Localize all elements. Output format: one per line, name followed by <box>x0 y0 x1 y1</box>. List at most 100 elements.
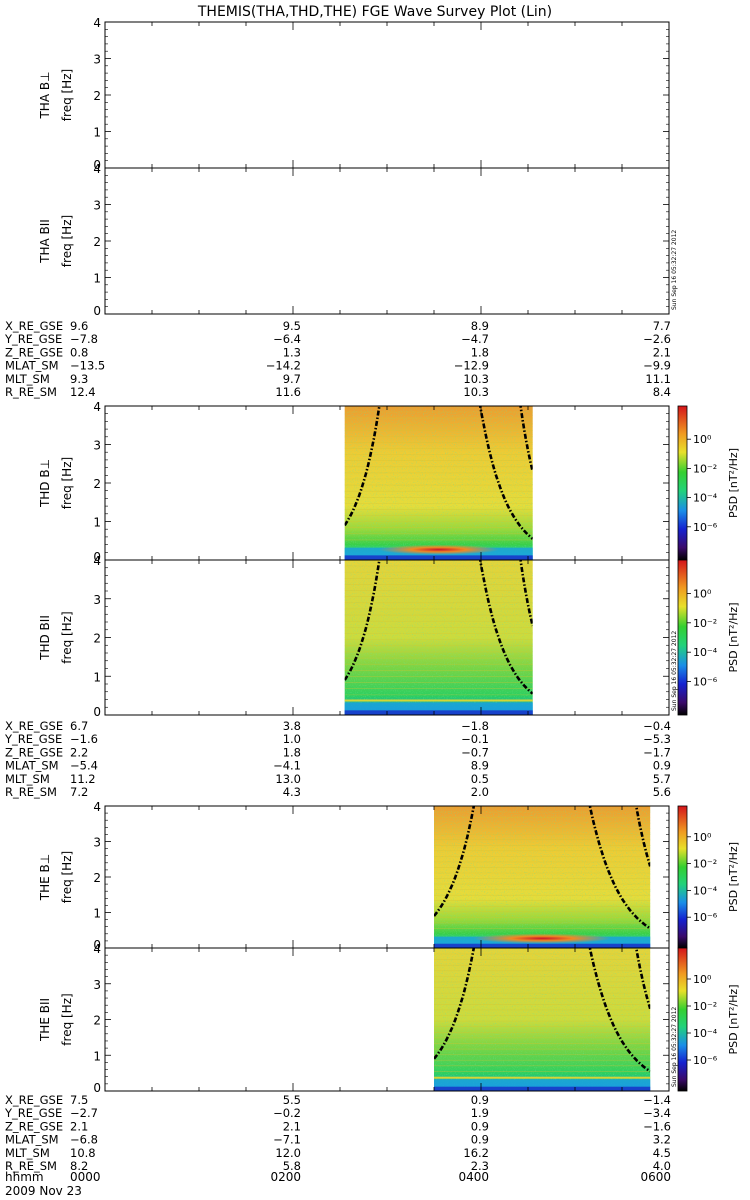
ephemeris-value: 9.7 <box>283 372 301 386</box>
y-tick-label: 1 <box>93 272 101 286</box>
time-tick-label: 0400 <box>458 1170 489 1184</box>
panel-label: THA B⊥ <box>38 71 52 119</box>
colorbar-tick-label: 10⁻² <box>693 462 717 475</box>
ephemeris-value: 7.7 <box>653 319 671 333</box>
ephemeris-value: 6.7 <box>70 719 88 733</box>
ephemeris-value: −1.8 <box>461 719 489 733</box>
ephemeris-value: −12.9 <box>454 359 489 373</box>
spectrogram-noise <box>434 948 651 1091</box>
panel-label: THE B⊥ <box>38 854 52 901</box>
y-tick-label: 0 <box>93 938 101 952</box>
gyro-curve <box>434 948 476 1060</box>
ephemeris-row-name: MLT_SM <box>5 1146 50 1160</box>
ephemeris-row-name: R_RE_SM <box>5 385 57 399</box>
gyro-curve <box>478 406 533 540</box>
ephemeris-value: 0.5 <box>471 772 489 786</box>
y-tick-label: 3 <box>93 593 101 607</box>
ephemeris-value: −14.2 <box>266 359 301 373</box>
colorbar <box>677 947 688 1092</box>
panel-frame <box>104 21 670 169</box>
y-tick-label: 0 <box>93 158 101 172</box>
ephemeris-value: 8.9 <box>471 319 489 333</box>
ephemeris-value: −7.1 <box>273 1133 301 1147</box>
colorbar-tick-label: 10⁰ <box>693 587 712 600</box>
ephemeris-value: 1.9 <box>471 1106 489 1120</box>
ephemeris-value: 1.8 <box>471 345 489 359</box>
ephemeris-value: 8.2 <box>70 1159 88 1173</box>
panel-label: THD B⊥ <box>38 459 52 508</box>
ephemeris-value: −1.6 <box>643 1119 671 1133</box>
time-tick-label: 0000 <box>70 1170 101 1184</box>
y-axis-unit: freq [Hz] <box>60 457 74 509</box>
ephemeris-value: 7.2 <box>70 785 88 799</box>
ephemeris-row-name: MLAT_SM <box>5 759 59 773</box>
y-tick-label: 2 <box>93 632 101 646</box>
ephemeris-row-name: X_RE_GSE <box>5 319 63 333</box>
power-peak <box>378 544 499 555</box>
panel-tha-bpar: 0 1 2 3 4 THA BII freq [Hz] Sun Sep 16 05:32:27… <box>38 162 678 318</box>
ephemeris-value: 10.3 <box>463 372 489 386</box>
y-tick-label: 1 <box>93 907 101 921</box>
ephemeris-value: 8.9 <box>471 759 489 773</box>
y-tick-label: 4 <box>93 554 101 568</box>
y-tick-label: 3 <box>93 53 101 67</box>
panel-thd-bperp: 10⁰ 10⁻² 10⁻⁴ 10⁻⁶ PSD [nT²/Hz] 0 1 2 3 4 THD B⊥ fr… <box>38 400 740 564</box>
panel-frame <box>104 167 670 315</box>
y-tick-label: 3 <box>93 836 101 850</box>
ephemeris-value: −1.6 <box>70 732 98 746</box>
low-freq-floor <box>344 710 533 715</box>
ephemeris-value: 13.0 <box>275 772 301 786</box>
ephemeris-value: 2.0 <box>471 785 489 799</box>
ephemeris-value: −7.8 <box>70 332 98 346</box>
y-tick-label: 3 <box>93 199 101 213</box>
ephemeris-value: 11.6 <box>275 385 301 399</box>
y-tick-label: 4 <box>93 942 101 956</box>
ephemeris-value: 0.9 <box>653 759 671 773</box>
colorbar-tick-label: 10⁻² <box>693 617 717 630</box>
ephemeris-value: 5.8 <box>283 1159 301 1173</box>
ephemeris-value: 8.4 <box>653 385 671 399</box>
colorbar-tick-label: 10⁰ <box>693 433 712 446</box>
low-freq-floor <box>434 1086 651 1091</box>
panel-thd-bpar: 10⁰ 10⁻² 10⁻⁴ 10⁻⁶ PSD [nT²/Hz] 0 1 2 3 4 THD BII f… <box>38 554 740 719</box>
colorbar-tick-label: 10⁻⁴ <box>693 646 718 659</box>
low-freq-ridge <box>344 699 533 702</box>
ephemeris-value: 2.1 <box>70 1119 88 1133</box>
ephemeris-value: −6.4 <box>273 332 301 346</box>
ephemeris-tha: X_RE_GSE 9.6 9.5 8.9 7.7 Y_RE_GSE −7.8 −6.4 −4.7… <box>4 319 671 399</box>
ephemeris-the: X_RE_GSE 7.5 5.5 0.9 −1.4 Y_RE_GSE −2.7 −0.2 1.9… <box>4 1093 671 1173</box>
timestamp-stamp: Sun Sep 16 05:32:27 2012 <box>671 631 678 711</box>
ephemeris-value: 2.3 <box>471 1159 489 1173</box>
ephemeris-value: 11.2 <box>70 772 96 786</box>
ephemeris-value: 9.5 <box>283 319 301 333</box>
ephemeris-row-name: Y_RE_GSE <box>4 332 62 346</box>
ephemeris-value: 0.9 <box>471 1093 489 1107</box>
y-tick-label: 1 <box>93 670 101 684</box>
panel-the-bpar: 10⁰ 10⁻² 10⁻⁴ 10⁻⁶ PSD [nT²/Hz] 0 1 2 3 4 THE BII f… <box>38 942 740 1095</box>
panel-label: THA BII <box>38 219 52 264</box>
ephemeris-value: −6.8 <box>70 1133 98 1147</box>
ephemeris-value: −5.3 <box>643 732 671 746</box>
y-tick-label: 0 <box>93 304 101 318</box>
ephemeris-row-name: MLAT_SM <box>5 1133 59 1147</box>
colorbar-label: PSD [nT²/Hz] <box>727 448 740 518</box>
power-peak <box>472 933 612 944</box>
gyro-curve <box>519 560 533 627</box>
ephemeris-value: −0.4 <box>643 719 671 733</box>
time-axis: 0000 0200 0400 0600 <box>70 1170 671 1184</box>
y-axis-unit: freq [Hz] <box>60 215 74 267</box>
timestamp-stamp: Sun Sep 16 05:32:27 2012 <box>671 1007 678 1087</box>
ephemeris-value: 2.1 <box>283 1119 301 1133</box>
y-tick-label: 3 <box>93 439 101 453</box>
y-tick-label: 4 <box>93 16 101 30</box>
y-tick-label: 2 <box>93 477 101 491</box>
y-tick-label: 4 <box>93 162 101 176</box>
spectrogram-noise <box>344 406 533 560</box>
panel-label: THE BII <box>38 998 52 1042</box>
ephemeris-thd: X_RE_GSE 6.7 3.8 −1.8 −0.4 Y_RE_GSE −1.6 1.0 −0.… <box>4 719 671 799</box>
y-tick-label: 1 <box>93 126 101 140</box>
ephemeris-table: X_RE_GSE 9.6 9.5 8.9 7.7 Y_RE_GSE −7.8 −6.4 −4.7… <box>4 319 671 1184</box>
y-tick-label: 3 <box>93 978 101 992</box>
colorbar-tick-label: 10⁻⁶ <box>693 521 718 534</box>
ephemeris-value: 3.8 <box>283 719 301 733</box>
